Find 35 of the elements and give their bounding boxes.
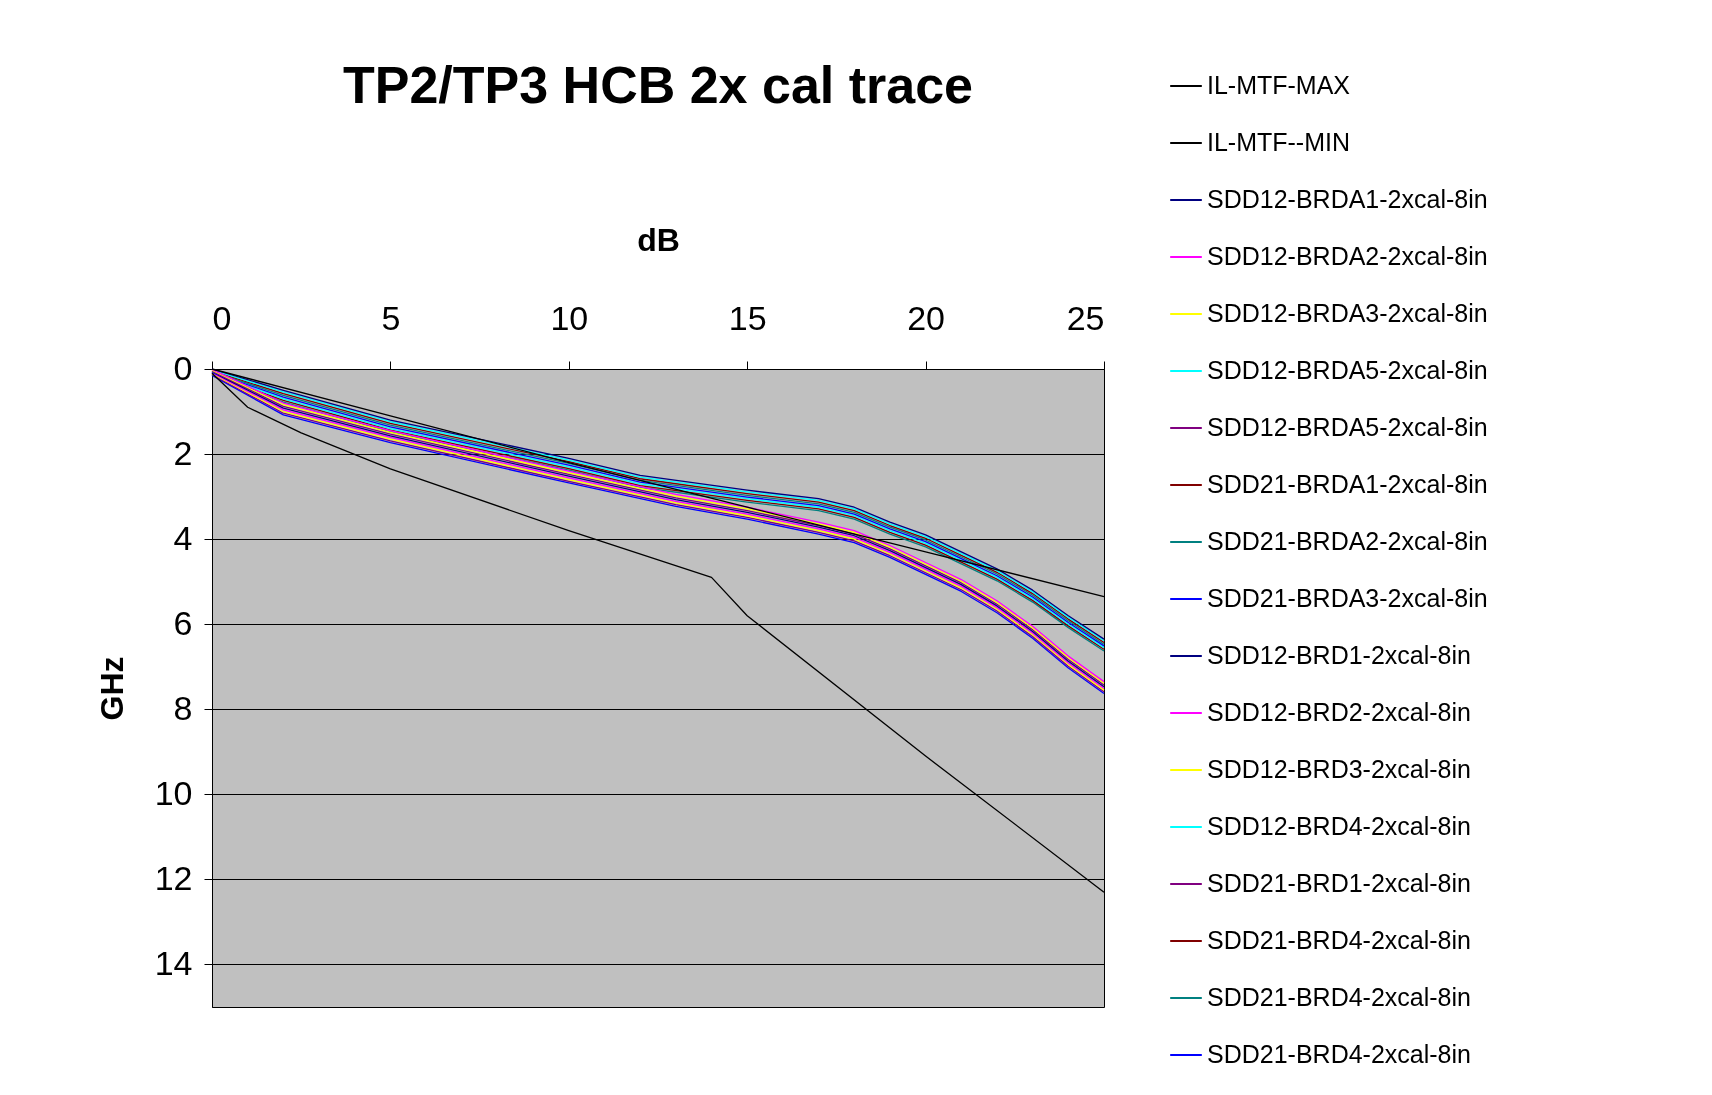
legend-label: SDD21-BRD4-2xcal-8in — [1207, 926, 1471, 954]
x-axis-title: dB — [637, 221, 680, 258]
x-tick-label: 15 — [728, 298, 767, 337]
y-tick-label: 2 — [173, 433, 193, 472]
legend-label: SDD21-BRD4-2xcal-8in — [1207, 983, 1471, 1011]
x-tick-label: 5 — [381, 298, 401, 337]
y-tick-label: 12 — [154, 858, 193, 897]
legend-label: SDD12-BRDA5-2xcal-8in — [1207, 413, 1488, 441]
x-tick-label: 25 — [1066, 298, 1105, 337]
legend-label: SDD12-BRD1-2xcal-8in — [1207, 641, 1471, 669]
legend-label: SDD21-BRDA1-2xcal-8in — [1207, 470, 1488, 498]
chart-title: TP2/TP3 HCB 2x cal trace — [342, 56, 974, 114]
x-tick-label: 20 — [907, 298, 946, 337]
y-axis-title: GHz — [93, 656, 130, 721]
legend-label: SDD21-BRD1-2xcal-8in — [1207, 869, 1471, 897]
legend-label: IL-MTF--MIN — [1207, 128, 1351, 156]
y-tick-label: 8 — [173, 688, 193, 727]
legend-label: SDD12-BRDA2-2xcal-8in — [1207, 242, 1488, 270]
legend-label: SDD12-BRDA5-2xcal-8in — [1207, 356, 1488, 384]
legend-label: SDD21-BRD4-2xcal-8in — [1207, 1040, 1471, 1068]
x-tick-label: 10 — [550, 298, 589, 337]
legend-label: SDD12-BRD3-2xcal-8in — [1207, 755, 1471, 783]
legend-label: IL-MTF-MAX — [1207, 71, 1351, 99]
y-tick-label: 6 — [173, 603, 193, 642]
legend-label: SDD21-BRDA3-2xcal-8in — [1207, 584, 1488, 612]
legend-label: SDD12-BRD2-2xcal-8in — [1207, 698, 1471, 726]
y-tick-label: 10 — [154, 773, 193, 812]
y-tick-label: 14 — [154, 943, 193, 982]
y-tick-label: 4 — [173, 518, 193, 557]
legend-label: SDD21-BRDA2-2xcal-8in — [1207, 527, 1488, 555]
x-tick-label: 0 — [212, 298, 232, 337]
legend-label: SDD12-BRD4-2xcal-8in — [1207, 812, 1471, 840]
y-tick-label: 0 — [173, 348, 193, 387]
legend-label: SDD12-BRDA1-2xcal-8in — [1207, 185, 1488, 213]
legend-label: SDD12-BRDA3-2xcal-8in — [1207, 299, 1488, 327]
